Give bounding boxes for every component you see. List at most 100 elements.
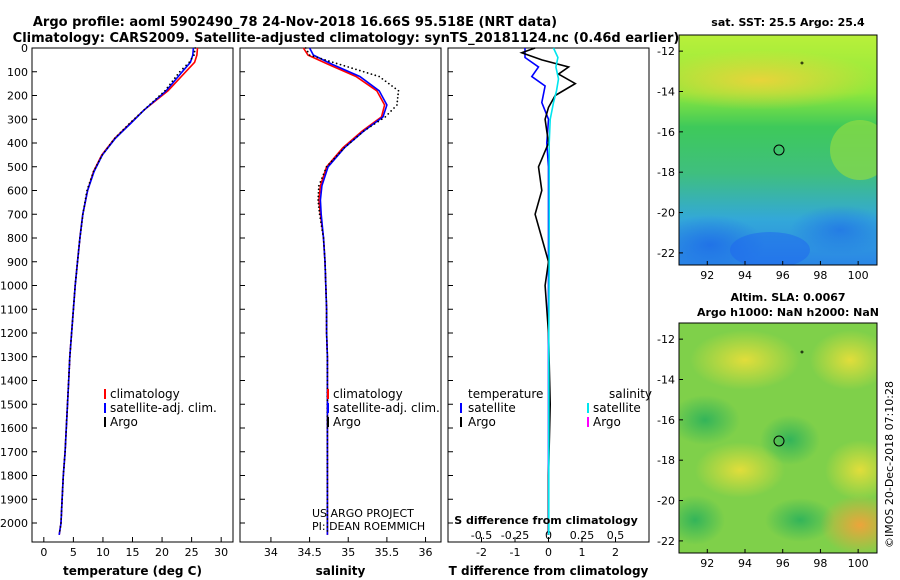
data-point bbox=[87, 185, 90, 188]
data-point bbox=[66, 395, 69, 398]
y-tick-label: 800 bbox=[7, 232, 28, 245]
map-y-tick-label: -22 bbox=[657, 247, 675, 260]
data-point bbox=[326, 355, 329, 358]
project-annotation: US ARGO PROJECT bbox=[312, 507, 414, 520]
data-point bbox=[366, 127, 369, 130]
data-point bbox=[326, 522, 329, 524]
data-point bbox=[188, 61, 191, 64]
series-satellite-adj-clim- bbox=[58, 47, 195, 536]
data-point bbox=[387, 113, 390, 115]
x-tick-label: 5 bbox=[70, 546, 77, 559]
data-point bbox=[326, 494, 329, 497]
data-point bbox=[326, 502, 329, 505]
map-x-tick-label: 98 bbox=[813, 557, 827, 570]
y-tick-label: 1600 bbox=[0, 422, 28, 435]
data-point bbox=[76, 260, 79, 263]
data-point bbox=[325, 304, 328, 307]
data-point bbox=[326, 498, 329, 501]
data-point bbox=[333, 157, 336, 160]
data-point bbox=[391, 85, 393, 87]
data-point bbox=[68, 363, 71, 366]
data-point bbox=[318, 213, 321, 216]
data-point bbox=[324, 276, 327, 279]
data-point bbox=[66, 407, 69, 410]
data-point bbox=[380, 118, 383, 121]
data-point bbox=[326, 478, 329, 481]
map-y-tick-label: -12 bbox=[657, 333, 675, 346]
data-point bbox=[61, 494, 64, 497]
data-point bbox=[134, 117, 137, 120]
data-point bbox=[82, 209, 85, 212]
data-point bbox=[70, 332, 73, 334]
data-point bbox=[67, 379, 70, 382]
data-point bbox=[317, 195, 320, 198]
data-point bbox=[325, 320, 328, 323]
data-point bbox=[73, 288, 76, 291]
sst-map bbox=[679, 35, 877, 265]
data-point bbox=[125, 125, 128, 128]
data-point bbox=[94, 167, 97, 170]
data-point bbox=[325, 324, 328, 326]
data-point bbox=[320, 221, 322, 224]
data-point bbox=[92, 170, 95, 173]
data-point bbox=[326, 474, 329, 477]
legend-label: Argo bbox=[593, 415, 621, 429]
data-point bbox=[326, 371, 329, 374]
data-point bbox=[317, 188, 320, 191]
data-point bbox=[97, 160, 100, 163]
data-point bbox=[86, 189, 88, 192]
data-point bbox=[377, 120, 380, 123]
x-tick-label: 30 bbox=[214, 546, 228, 559]
data-point bbox=[149, 103, 152, 106]
data-point bbox=[68, 355, 71, 358]
sst-map-axes: 92 94 96 98 100 -12 -14 -16 -18 -20 -22 bbox=[657, 45, 869, 282]
s-tick-label: 0.25 bbox=[570, 529, 595, 542]
data-point bbox=[122, 128, 125, 131]
data-point bbox=[131, 120, 133, 123]
data-point bbox=[335, 154, 338, 157]
data-point bbox=[173, 77, 176, 79]
data-point bbox=[355, 68, 357, 71]
salinity-profile-chart: 34 34.5 35 35.5 36 salinity climatologysatelli… bbox=[239, 47, 442, 578]
data-point bbox=[60, 518, 63, 520]
data-point bbox=[71, 316, 74, 319]
data-point bbox=[63, 462, 66, 465]
map-x-tick-label: 98 bbox=[813, 269, 827, 282]
data-point bbox=[60, 506, 63, 509]
x-axis-label: temperature (deg C) bbox=[63, 564, 202, 578]
series-climatology bbox=[58, 47, 199, 536]
s-tick-label: -0.5 bbox=[471, 529, 492, 542]
data-point bbox=[68, 371, 70, 374]
data-point bbox=[325, 328, 328, 330]
legend-label: satellite bbox=[468, 401, 516, 415]
data-point bbox=[64, 442, 67, 445]
sla-map-title-line2: Argo h1000: NaN h2000: NaN bbox=[697, 306, 879, 319]
data-point bbox=[77, 256, 79, 259]
data-point bbox=[326, 363, 329, 366]
x-tick-label: 2 bbox=[612, 546, 619, 559]
data-point bbox=[326, 490, 329, 493]
map-x-tick-label: 100 bbox=[848, 557, 869, 570]
data-point bbox=[128, 123, 130, 125]
x-tick-label: 1 bbox=[579, 546, 586, 559]
data-point bbox=[325, 296, 328, 299]
data-point bbox=[326, 486, 329, 489]
data-point bbox=[326, 399, 329, 402]
y-tick-label: 1400 bbox=[0, 375, 28, 388]
data-point bbox=[346, 144, 349, 146]
data-point bbox=[308, 54, 311, 57]
y-tick-label: 900 bbox=[7, 256, 28, 269]
legend-label: Argo bbox=[468, 415, 496, 429]
data-point bbox=[326, 462, 329, 465]
data-point bbox=[58, 530, 61, 532]
legend-label: satellite bbox=[593, 401, 641, 415]
data-point bbox=[194, 47, 197, 49]
data-point bbox=[164, 89, 166, 92]
data-point bbox=[140, 111, 143, 114]
data-point bbox=[323, 256, 326, 259]
y-tick-label: 600 bbox=[7, 185, 28, 198]
sst-argo-location-marker bbox=[773, 144, 785, 156]
data-point bbox=[358, 69, 361, 72]
data-point bbox=[72, 304, 75, 307]
data-point bbox=[65, 415, 68, 418]
